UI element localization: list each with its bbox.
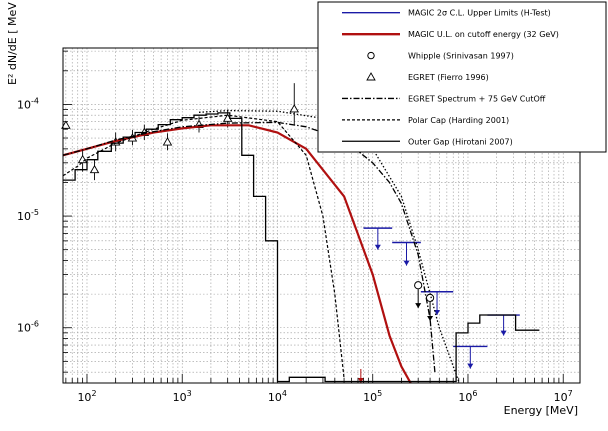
y-tick-label: 10-4 (17, 96, 39, 111)
legend-box (317, 1, 607, 153)
x-tick-label: 104 (268, 389, 287, 404)
y-tick-label: 10-6 (17, 320, 39, 335)
legend-entry-label: EGRET (Fierro 1996) (408, 73, 489, 82)
legend-entry-label: Outer Gap (Hirotani 2007) (408, 137, 513, 146)
legend: MAGIC 2σ C.L. Upper Limits (H-Test) MAGIC… (317, 1, 607, 153)
outer-gap-step-line (63, 112, 540, 383)
upper-limit-arrow-head (434, 310, 441, 316)
x-tick-label: 103 (173, 389, 192, 404)
legend-entry-label: MAGIC U.L. on cutoff energy (32 GeV) (408, 30, 559, 39)
upper-limit-arrow-head (357, 378, 364, 383)
y-tick-label: 10-5 (17, 208, 39, 223)
y-axis-label: E² dN/dE [ MeV cm⁻² s⁻¹] (6, 0, 19, 85)
whipple-point (414, 281, 423, 290)
legend-symbol-egret (366, 72, 376, 81)
polar-cap-curve (62, 114, 345, 379)
upper-limit-arrow-head (415, 303, 422, 309)
magic-cutoff-curve (62, 124, 412, 384)
x-tick-label: 107 (554, 389, 573, 404)
egret-cutoff-curve (62, 121, 436, 373)
legend-entry-label: Polar Cap (Harding 2001) (408, 116, 509, 125)
upper-limit-arrow-head (467, 363, 474, 369)
x-tick-label: 105 (363, 389, 382, 404)
upper-limit-arrow-head (403, 260, 410, 266)
ticks-layer: 102 103 104 105 106 107 10-6 10-5 10-4 (17, 50, 573, 404)
legend-entry-label: Whipple (Srinivasan 1997) (408, 52, 514, 61)
upper-limit-arrow-head (427, 315, 434, 321)
upper-limit-arrow-head (500, 330, 507, 336)
legend-symbol-whipple (367, 51, 375, 60)
legend-entry-label: MAGIC 2σ C.L. Upper Limits (H-Test) (408, 9, 551, 18)
legend-entry-label: EGRET Spectrum + 75 GeV CutOff (408, 94, 546, 103)
upper-limit-arrow-head (374, 244, 381, 250)
x-axis-label: Energy [MeV] (504, 404, 578, 417)
egret-point (61, 120, 71, 129)
egret-point (289, 104, 300, 113)
egret-point (162, 137, 173, 146)
x-tick-label: 102 (77, 389, 96, 404)
x-tick-label: 106 (458, 389, 477, 404)
egret-point (89, 164, 100, 174)
